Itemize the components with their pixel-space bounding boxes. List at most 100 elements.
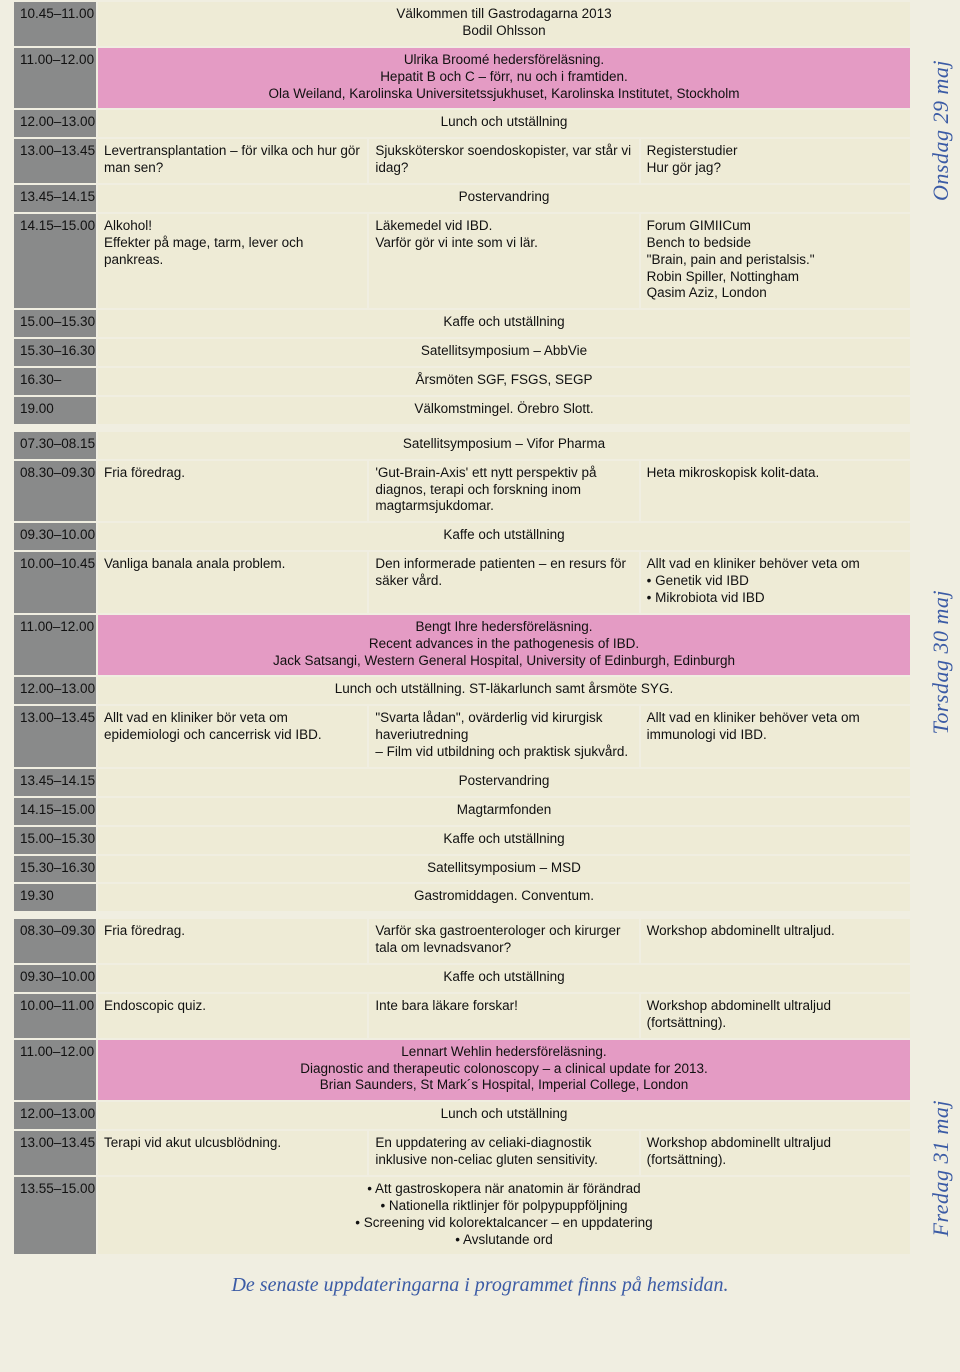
session-cell: RegisterstudierHur gör jag? <box>641 139 910 183</box>
session-cell: Postervandring <box>98 769 910 796</box>
time-cell: 14.15–15.00 <box>14 214 96 308</box>
schedule-row: 13.00–13.45Terapi vid akut ulcusblödning… <box>14 1131 910 1175</box>
plenary-cell: Bengt Ihre hedersföreläsning.Recent adva… <box>98 615 910 676</box>
session-cell: Vanliga banala anala problem. <box>98 552 367 613</box>
schedule-row: 16.30–Årsmöten SGF, FSGS, SEGP <box>14 368 910 395</box>
time-cell: 14.15–15.00 <box>14 798 96 825</box>
session-cell: Postervandring <box>98 185 910 212</box>
page: 10.45–11.00Välkommen till Gastrodagarna … <box>0 0 960 1311</box>
session-cell: Läkemedel vid IBD.Varför gör vi inte som… <box>369 214 638 308</box>
session-cell: En uppdatering av celiaki-diagnostik ink… <box>369 1131 638 1175</box>
time-cell: 15.30–16.30 <box>14 856 96 883</box>
schedule-row: 11.00–12.00Lennart Wehlin hedersföreläsn… <box>14 1040 910 1101</box>
day-label-wed: Onsdag 29 maj <box>928 60 954 201</box>
schedule-row: 09.30–10.00Kaffe och utställning <box>14 965 910 992</box>
time-cell: 15.00–15.30 <box>14 827 96 854</box>
footer-note: De senaste uppdateringarna i programmet … <box>0 1256 960 1311</box>
session-cell: 'Gut-Brain-Axis' ett nytt perspektiv på … <box>369 461 638 522</box>
plenary-cell: Lennart Wehlin hedersföreläsning.Diagnos… <box>98 1040 910 1101</box>
schedule-row: 08.30–09.30Fria föredrag.'Gut-Brain-Axis… <box>14 461 910 522</box>
schedule-table: 10.45–11.00Välkommen till Gastrodagarna … <box>12 0 912 1256</box>
time-cell: 13.45–14.15 <box>14 769 96 796</box>
session-cell: Den informerade patienten – en resurs fö… <box>369 552 638 613</box>
session-cell: Magtarmfonden <box>98 798 910 825</box>
schedule-row: 15.00–15.30Kaffe och utställning <box>14 827 910 854</box>
schedule-row: 10.00–10.45Vanliga banala anala problem.… <box>14 552 910 613</box>
time-cell: 10.45–11.00 <box>14 2 96 46</box>
time-cell: 16.30– <box>14 368 96 395</box>
session-cell: Allt vad en kliniker behöver veta om• Ge… <box>641 552 910 613</box>
schedule-row: 12.00–13.00Lunch och utställning <box>14 110 910 137</box>
time-cell: 13.00–13.45 <box>14 1131 96 1175</box>
schedule-row: 10.45–11.00Välkommen till Gastrodagarna … <box>14 2 910 46</box>
schedule-row: 12.00–13.00Lunch och utställning. ST-läk… <box>14 677 910 704</box>
time-cell: 12.00–13.00 <box>14 110 96 137</box>
plenary-cell: Ulrika Broomé hedersföreläsning.Hepatit … <box>98 48 910 109</box>
session-cell: Välkomstmingel. Örebro Slott. <box>98 397 910 424</box>
day-label-thu: Torsdag 30 maj <box>928 590 954 734</box>
schedule-row: 13.55–15.00• Att gastroskopera när anato… <box>14 1177 910 1255</box>
time-cell: 13.55–15.00 <box>14 1177 96 1255</box>
schedule-row: 15.00–15.30Kaffe och utställning <box>14 310 910 337</box>
schedule-row: 13.45–14.15Postervandring <box>14 185 910 212</box>
time-cell: 08.30–09.30 <box>14 919 96 963</box>
session-cell: Fria föredrag. <box>98 919 367 963</box>
session-cell: Årsmöten SGF, FSGS, SEGP <box>98 368 910 395</box>
time-cell: 19.30 <box>14 884 96 911</box>
time-cell: 08.30–09.30 <box>14 461 96 522</box>
session-cell: Allt vad en kliniker behöver veta om imm… <box>641 706 910 767</box>
session-cell: Kaffe och utställning <box>98 827 910 854</box>
day-gap <box>14 913 910 917</box>
session-cell: Workshop abdominellt ultraljud (fortsätt… <box>641 994 910 1038</box>
session-cell: Satellitsymposium – AbbVie <box>98 339 910 366</box>
session-cell: Forum GIMIICumBench to bedside"Brain, pa… <box>641 214 910 308</box>
session-cell: Fria föredrag. <box>98 461 367 522</box>
session-cell: "Svarta lådan", ovärderlig vid kirurgisk… <box>369 706 638 767</box>
time-cell: 09.30–10.00 <box>14 523 96 550</box>
session-cell: Heta mikroskopisk kolit-data. <box>641 461 910 522</box>
schedule-row: 14.15–15.00Alkohol!Effekter på mage, tar… <box>14 214 910 308</box>
time-cell: 19.00 <box>14 397 96 424</box>
session-cell: Satellitsymposium – Vifor Pharma <box>98 432 910 459</box>
session-cell: Kaffe och utställning <box>98 310 910 337</box>
schedule-row: 14.15–15.00Magtarmfonden <box>14 798 910 825</box>
day-label-fri: Fredag 31 maj <box>928 1100 954 1236</box>
time-cell: 11.00–12.00 <box>14 1040 96 1101</box>
session-cell: • Att gastroskopera när anatomin är förä… <box>98 1177 910 1255</box>
session-cell: Allt vad en kliniker bör veta om epidemi… <box>98 706 367 767</box>
session-cell: Lunch och utställning <box>98 1102 910 1129</box>
schedule-row: 19.00Välkomstmingel. Örebro Slott. <box>14 397 910 424</box>
session-cell: Lunch och utställning <box>98 110 910 137</box>
session-cell: Levertransplantation – för vilka och hur… <box>98 139 367 183</box>
time-cell: 09.30–10.00 <box>14 965 96 992</box>
session-cell: Workshop abdominellt ultraljud. <box>641 919 910 963</box>
session-cell: Satellitsymposium – MSD <box>98 856 910 883</box>
time-cell: 11.00–12.00 <box>14 48 96 109</box>
schedule-row: 08.30–09.30Fria föredrag.Varför ska gast… <box>14 919 910 963</box>
schedule-row: 13.00–13.45Allt vad en kliniker bör veta… <box>14 706 910 767</box>
time-cell: 13.00–13.45 <box>14 706 96 767</box>
schedule-row: 07.30–08.15Satellitsymposium – Vifor Pha… <box>14 432 910 459</box>
session-cell: Kaffe och utställning <box>98 523 910 550</box>
schedule-row: 11.00–12.00Bengt Ihre hedersföreläsning.… <box>14 615 910 676</box>
schedule-row: 13.45–14.15Postervandring <box>14 769 910 796</box>
schedule-row: 15.30–16.30Satellitsymposium – AbbVie <box>14 339 910 366</box>
session-cell: Kaffe och utställning <box>98 965 910 992</box>
schedule-row: 15.30–16.30Satellitsymposium – MSD <box>14 856 910 883</box>
session-cell: Gastromiddagen. Conventum. <box>98 884 910 911</box>
time-cell: 12.00–13.00 <box>14 1102 96 1129</box>
session-cell: Terapi vid akut ulcusblödning. <box>98 1131 367 1175</box>
session-cell: Sjuksköterskor soendoskopister, var står… <box>369 139 638 183</box>
session-cell: Välkommen till Gastrodagarna 2013Bodil O… <box>98 2 910 46</box>
session-cell: Varför ska gastroenterologer och kirurge… <box>369 919 638 963</box>
time-cell: 11.00–12.00 <box>14 615 96 676</box>
session-cell: Alkohol!Effekter på mage, tarm, lever oc… <box>98 214 367 308</box>
time-cell: 10.00–10.45 <box>14 552 96 613</box>
schedule-row: 13.00–13.45Levertransplantation – för vi… <box>14 139 910 183</box>
schedule-row: 09.30–10.00Kaffe och utställning <box>14 523 910 550</box>
time-cell: 10.00–11.00 <box>14 994 96 1038</box>
time-cell: 15.30–16.30 <box>14 339 96 366</box>
session-cell: Endoscopic quiz. <box>98 994 367 1038</box>
time-cell: 15.00–15.30 <box>14 310 96 337</box>
time-cell: 12.00–13.00 <box>14 677 96 704</box>
